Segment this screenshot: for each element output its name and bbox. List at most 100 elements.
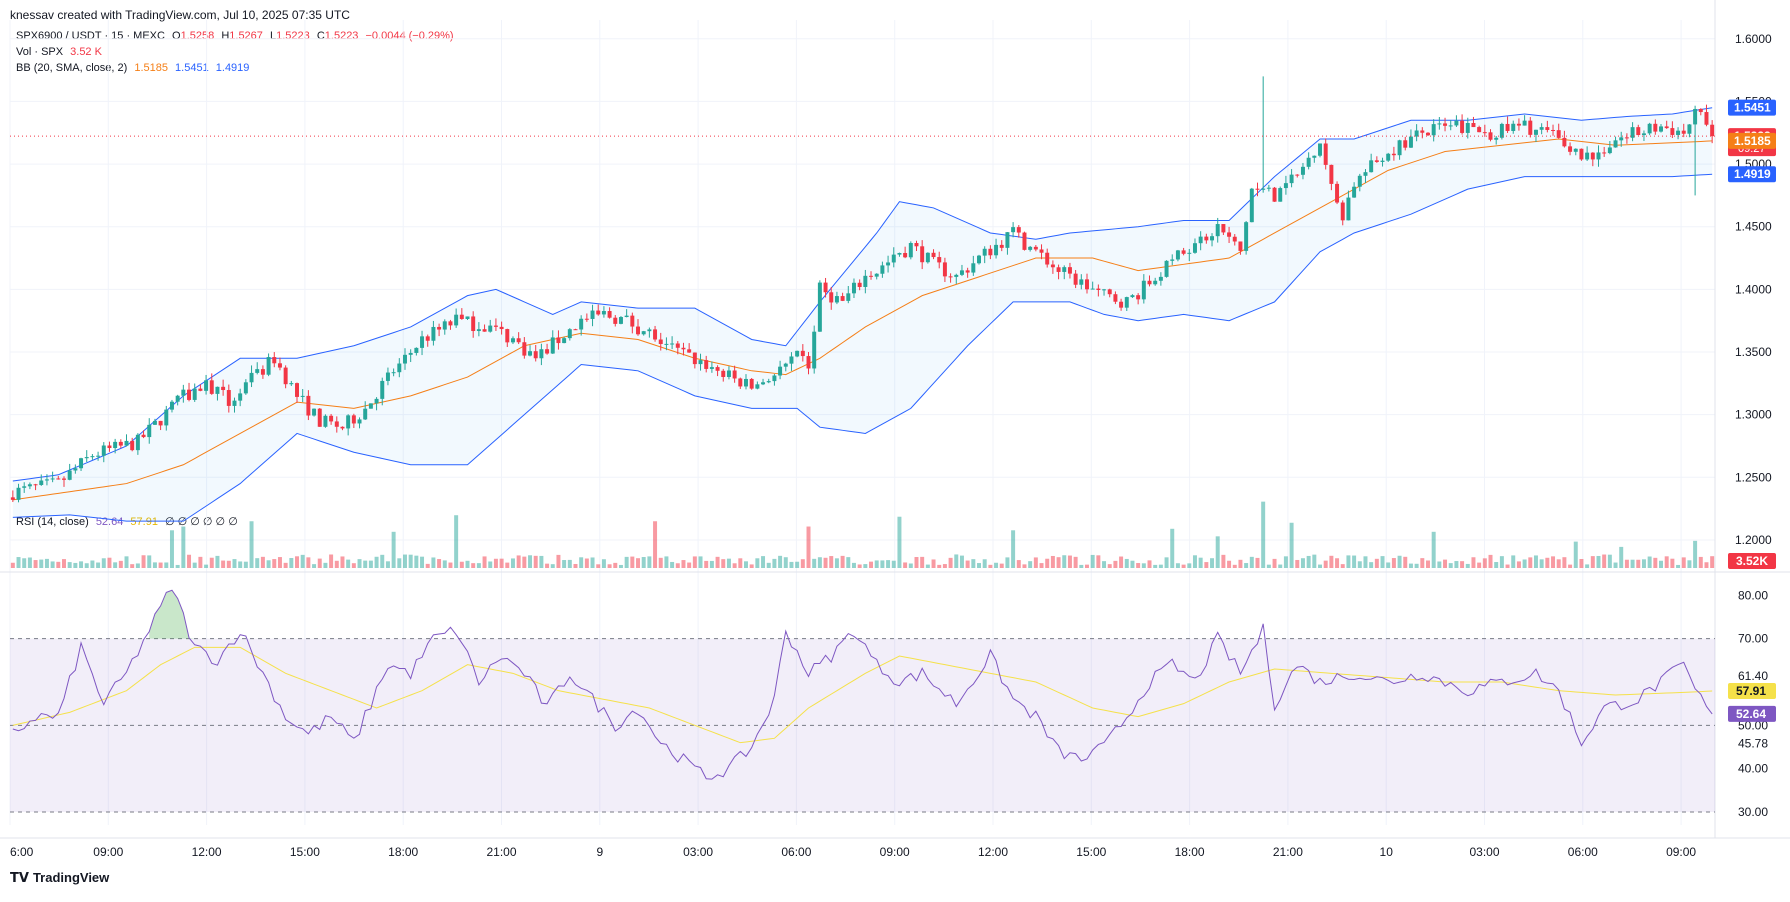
- volume-bar: [300, 554, 305, 568]
- volume-bar: [988, 564, 993, 568]
- candle-body: [1380, 160, 1385, 162]
- volume-bar: [607, 564, 612, 568]
- candle-body: [1204, 236, 1209, 241]
- volume-bar: [522, 556, 527, 568]
- candle-body: [135, 434, 140, 451]
- candle-body: [1028, 246, 1033, 250]
- volume-bar: [380, 554, 385, 568]
- candle-body: [22, 486, 27, 488]
- rsi-label[interactable]: RSI (14, close): [16, 516, 89, 528]
- volume-bar: [658, 557, 663, 568]
- volume-bar: [959, 555, 964, 568]
- volume-bar: [1607, 554, 1612, 568]
- rsi-tick-label: 70.00: [1738, 632, 1768, 646]
- candle-body: [471, 316, 476, 332]
- candle-body: [1482, 132, 1487, 134]
- high-label: H: [221, 30, 230, 42]
- volume-bar: [1511, 555, 1516, 568]
- volume-bar: [499, 558, 504, 568]
- volume-bar: [1590, 556, 1595, 568]
- bb-lower-value: 1.4919: [215, 62, 250, 74]
- volume-bar: [772, 558, 777, 568]
- candle-body: [1687, 124, 1692, 134]
- candle-body: [1016, 227, 1021, 233]
- volume-bar: [1050, 555, 1055, 568]
- candle-body: [374, 398, 379, 404]
- volume-bar: [829, 556, 834, 568]
- candle-body: [653, 329, 658, 340]
- candle-body: [420, 336, 425, 348]
- candle-body: [698, 360, 703, 365]
- candle-body: [658, 339, 663, 345]
- volume-bar: [709, 560, 714, 568]
- candle-body: [505, 329, 510, 343]
- candle-body: [1124, 297, 1129, 308]
- candle-body: [1710, 124, 1715, 137]
- volume-bar: [1289, 522, 1294, 568]
- candle-body: [425, 336, 430, 341]
- bb-legend: BB (20, SMA, close, 2) 1.5185 1.5451 1.4…: [16, 62, 253, 74]
- candle-body: [1533, 129, 1538, 135]
- volume-bar: [999, 563, 1004, 568]
- volume-bar: [1187, 563, 1192, 568]
- volume-bar: [16, 557, 21, 568]
- volume-bar: [977, 563, 981, 568]
- volume-bar: [1283, 556, 1288, 568]
- candle-body: [800, 350, 805, 357]
- volume-bar: [1181, 564, 1186, 568]
- bb-label[interactable]: BB (20, SMA, close, 2): [16, 62, 128, 74]
- candle-body: [181, 389, 186, 396]
- volume-bar: [1465, 563, 1470, 568]
- candle-body: [175, 395, 180, 402]
- volume-bar: [1488, 554, 1493, 568]
- volume-bar: [1420, 558, 1425, 568]
- volume-bar: [942, 564, 947, 568]
- volume-bar: [90, 560, 95, 568]
- volume-bar: [1045, 558, 1050, 568]
- volume-bar: [698, 556, 703, 568]
- attribution-text: knessav created with TradingView.com, Ju…: [10, 8, 350, 22]
- time-tick-label: 10: [1380, 845, 1394, 859]
- volume-bar: [1022, 564, 1027, 568]
- candle-body: [1136, 295, 1141, 300]
- candle-body: [590, 310, 595, 319]
- volume-bar: [954, 554, 959, 568]
- candle-body: [1215, 224, 1220, 237]
- volume-label[interactable]: Vol · SPX: [16, 46, 64, 58]
- rsi-value-text: 52.64: [1736, 707, 1766, 721]
- volume-bar: [550, 564, 555, 568]
- volume-bar: [482, 556, 487, 568]
- volume-bar: [1551, 556, 1556, 568]
- bb-upper-line: [12, 107, 1713, 482]
- volume-bar: [33, 560, 38, 568]
- candle-body: [1596, 152, 1601, 160]
- candle-body: [709, 367, 714, 369]
- volume-bar: [420, 556, 425, 568]
- volume-bar: [1039, 563, 1044, 568]
- candle-body: [1613, 140, 1618, 148]
- volume-bar: [886, 560, 891, 568]
- volume-bar: [567, 559, 572, 568]
- candle-body: [613, 317, 618, 324]
- volume-bar: [1210, 558, 1215, 568]
- candle-body: [948, 276, 953, 278]
- volume-bar: [1448, 563, 1453, 568]
- volume-bar: [732, 563, 737, 568]
- volume-bar: [135, 563, 140, 568]
- candle-body: [1670, 128, 1675, 135]
- volume-bar: [1238, 559, 1243, 568]
- price-label-text: 1.5185: [1734, 134, 1771, 148]
- candle-body: [346, 415, 351, 429]
- time-tick-label: 06:00: [781, 845, 811, 859]
- candle-body: [721, 370, 726, 377]
- volume-bar: [738, 558, 743, 568]
- candle-body: [761, 382, 766, 385]
- candle-body: [1170, 259, 1175, 261]
- volume-bar: [1005, 557, 1010, 568]
- candle-body: [766, 381, 771, 383]
- volume-bar: [573, 563, 578, 568]
- volume-bar: [1596, 555, 1601, 568]
- candle-body: [1266, 187, 1271, 189]
- volume-bar: [1687, 560, 1692, 568]
